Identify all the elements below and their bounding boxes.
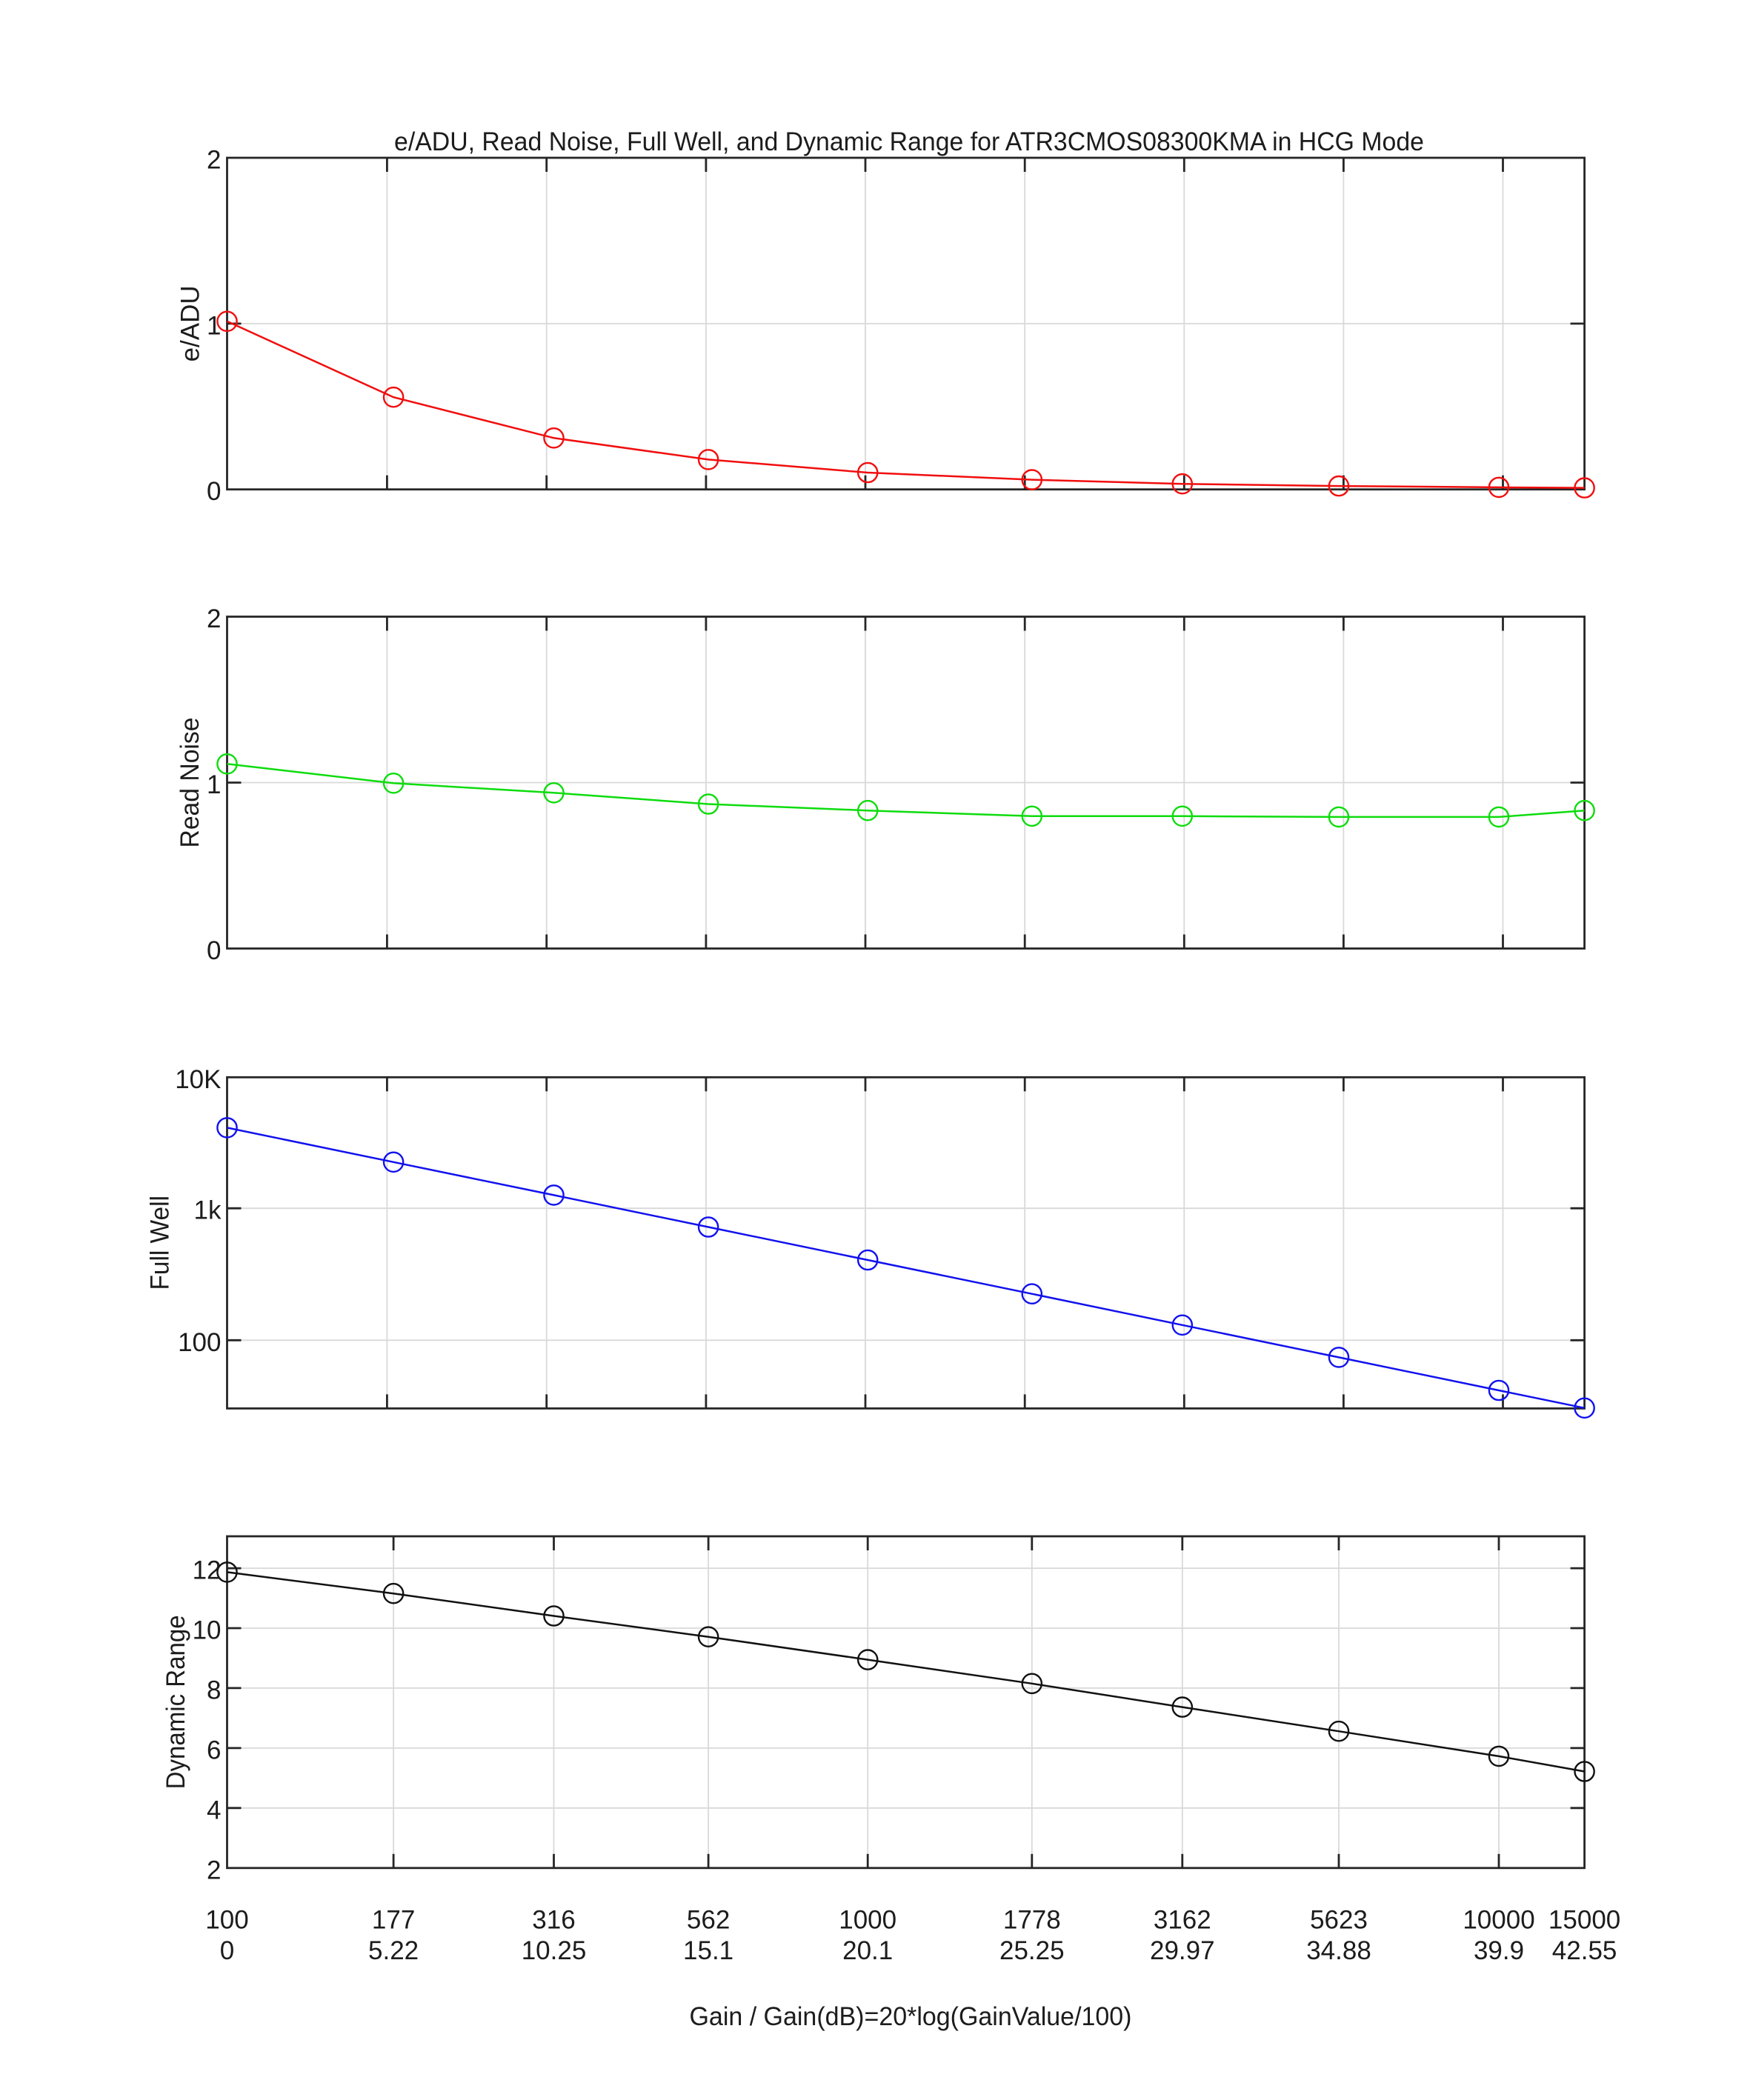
svg-text:0: 0	[207, 936, 221, 965]
svg-text:100: 100	[205, 1906, 248, 1935]
svg-text:1000: 1000	[839, 1906, 896, 1935]
svg-text:0: 0	[220, 1936, 234, 1965]
svg-text:2: 2	[207, 146, 221, 175]
svg-text:29.97: 29.97	[1150, 1936, 1215, 1965]
svg-text:Full Well: Full Well	[146, 1196, 175, 1290]
svg-text:10000: 10000	[1463, 1906, 1534, 1935]
svg-text:8: 8	[207, 1676, 221, 1704]
svg-text:4: 4	[207, 1796, 221, 1824]
svg-text:6: 6	[207, 1736, 221, 1764]
svg-text:e/ADU, Read Noise, Full Well,: e/ADU, Read Noise, Full Well, and Dynami…	[394, 127, 1424, 156]
svg-text:2: 2	[207, 1856, 221, 1884]
svg-text:1: 1	[207, 770, 221, 799]
svg-text:10.25: 10.25	[522, 1936, 587, 1965]
svg-text:12: 12	[193, 1556, 222, 1585]
svg-text:Gain / Gain(dB)=20*log(GainVal: Gain / Gain(dB)=20*log(GainValue/100)	[690, 2002, 1132, 2031]
svg-text:15000: 15000	[1548, 1906, 1620, 1935]
svg-text:316: 316	[532, 1906, 575, 1935]
svg-text:20.1: 20.1	[842, 1936, 893, 1965]
svg-text:1: 1	[207, 311, 221, 340]
svg-text:1778: 1778	[1003, 1906, 1061, 1935]
svg-text:2: 2	[207, 604, 221, 633]
svg-text:25.25: 25.25	[999, 1936, 1065, 1965]
svg-text:0: 0	[207, 477, 221, 506]
svg-text:e/ADU: e/ADU	[176, 285, 205, 361]
svg-text:Dynamic Range: Dynamic Range	[162, 1615, 190, 1789]
svg-text:42.55: 42.55	[1552, 1936, 1617, 1965]
svg-text:10: 10	[193, 1616, 222, 1645]
svg-text:3162: 3162	[1154, 1906, 1211, 1935]
svg-text:Read Noise: Read Noise	[176, 718, 204, 848]
svg-text:10K: 10K	[175, 1065, 221, 1094]
svg-text:5623: 5623	[1310, 1906, 1368, 1935]
svg-text:100: 100	[178, 1328, 221, 1357]
svg-text:34.88: 34.88	[1306, 1936, 1371, 1965]
svg-text:177: 177	[372, 1906, 415, 1935]
svg-text:5.22: 5.22	[368, 1936, 419, 1965]
svg-text:562: 562	[687, 1906, 730, 1935]
svg-text:15.1: 15.1	[683, 1936, 733, 1965]
svg-text:39.9: 39.9	[1474, 1936, 1524, 1965]
svg-text:1k: 1k	[194, 1196, 222, 1225]
